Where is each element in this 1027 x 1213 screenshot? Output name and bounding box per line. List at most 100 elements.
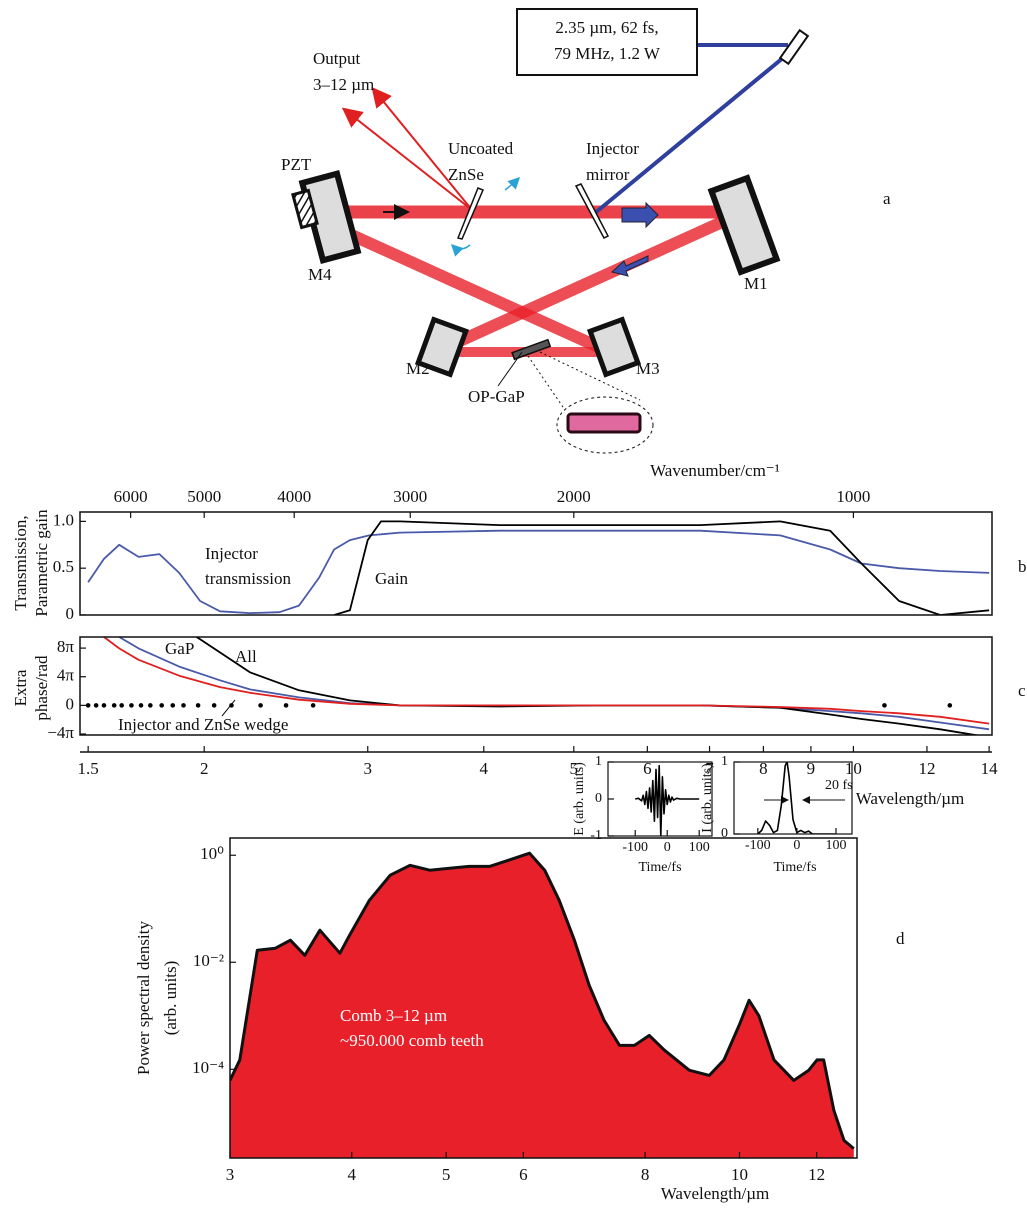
y-tick-label: 0 (721, 826, 728, 841)
y-axis-label: (arb. units) (161, 961, 180, 1036)
source-text: 79 MHz, 1.2 W (554, 44, 661, 63)
x-tick-label: 10 (845, 759, 862, 778)
label: ZnSe (448, 165, 484, 184)
label: Uncoated (448, 139, 514, 158)
dot (170, 703, 176, 708)
pzt (291, 188, 319, 230)
dot (111, 703, 117, 708)
line (194, 637, 981, 735)
x-tick-label: 5 (570, 759, 579, 778)
x-tick-label: 8 (759, 759, 768, 778)
rotation-arrow (504, 176, 521, 191)
line (87, 529, 990, 614)
x-tick-label: 5 (442, 1165, 451, 1184)
y-tick-label: 4π (57, 666, 75, 685)
x-tick-label: 100 (689, 840, 710, 855)
x-tick-label: 0 (664, 840, 671, 855)
series-label: All (235, 647, 257, 666)
y-tick-label: 1.0 (53, 510, 74, 529)
y-tick-label: 0.5 (53, 557, 74, 576)
dot (129, 703, 134, 708)
beam (437, 216, 725, 356)
x-tick-label: 9 (807, 759, 816, 778)
dot (283, 703, 289, 708)
plot-frame (79, 636, 993, 736)
x2-tick-label: 5000 (187, 487, 221, 506)
dot (85, 703, 91, 708)
y-tick-label: −4π (47, 723, 74, 742)
x-tick-label: 3 (363, 759, 372, 778)
annotation: ~950.000 comb teeth (340, 1031, 484, 1050)
y-axis-label: Transmission, (11, 515, 30, 610)
y-tick-label: 1 (595, 754, 602, 769)
y-tick-label: 8π (57, 637, 75, 656)
x-axis-label: Time/fs (773, 860, 816, 875)
x-tick-label: 3 (226, 1165, 235, 1184)
series-label: Injector (205, 544, 258, 563)
x-tick-label: 7 (705, 759, 714, 778)
y-axis-label: I (arb. units) (700, 763, 715, 833)
y-axis-label: Power spectral density (134, 921, 153, 1075)
x-tick-label: 100 (825, 838, 846, 853)
dot (211, 703, 217, 708)
x-tick-label: -100 (745, 838, 771, 853)
mirror-m3 (586, 316, 642, 378)
label: M3 (636, 359, 660, 378)
dot (138, 703, 144, 708)
dot (101, 703, 107, 708)
dot (947, 703, 953, 708)
dot (159, 703, 164, 708)
zoom-line (539, 351, 641, 401)
x2-tick-label: 3000 (393, 487, 427, 506)
label: Injector (586, 139, 639, 158)
line (333, 520, 990, 615)
plot-4 (757, 762, 836, 834)
dot (258, 703, 263, 708)
x-tick-label: 4 (347, 1165, 356, 1184)
y-tick-label: 10⁰ (200, 844, 224, 863)
series-label: GaP (165, 639, 194, 658)
crystal (511, 338, 552, 361)
output-beam (341, 107, 473, 211)
panel-label: b (1018, 557, 1027, 576)
x-tick-label: 6 (643, 759, 652, 778)
x-tick-label: -100 (622, 840, 648, 855)
series-label: Injector and ZnSe wedge (118, 715, 288, 734)
area (230, 853, 854, 1158)
dot (882, 703, 887, 708)
mirror-m1 (707, 174, 781, 276)
y-axis-label: Extra (11, 669, 30, 706)
x-tick-label: 0 (793, 838, 800, 853)
dot (195, 703, 201, 708)
x2-tick-label: 6000 (114, 487, 148, 506)
plot-frame (229, 837, 858, 1159)
plot-2 (230, 851, 855, 1158)
label: OP-GaP (468, 387, 525, 406)
plot-1 (85, 637, 990, 735)
pump-arrow (621, 201, 659, 229)
panel-label: c (1018, 681, 1026, 700)
y-tick-label: 0 (66, 694, 75, 713)
x2-tick-label: 4000 (277, 487, 311, 506)
zoom-ellipse (556, 396, 654, 454)
source-box (516, 8, 698, 76)
x-tick-label: 12 (808, 1165, 825, 1184)
x-tick-label: 2 (200, 759, 209, 778)
y-axis-label: E (arb. units) (572, 762, 587, 836)
x-axis-label: Wavelength/µm (856, 789, 965, 808)
series-label: transmission (205, 569, 291, 588)
label: mirror (586, 165, 630, 184)
x2-tick-label: 1000 (836, 487, 870, 506)
plot-3 (635, 764, 700, 836)
dot (229, 703, 234, 708)
zoom-line (527, 355, 566, 411)
plot-frame (79, 511, 993, 616)
pump-arrow (610, 255, 649, 277)
annotation: 20 fs (825, 778, 853, 793)
plot-frame (733, 761, 853, 835)
x-tick-label: 4 (480, 759, 489, 778)
x-tick-label: 1.5 (78, 759, 99, 778)
output-beam (371, 86, 473, 211)
dot (148, 703, 153, 708)
